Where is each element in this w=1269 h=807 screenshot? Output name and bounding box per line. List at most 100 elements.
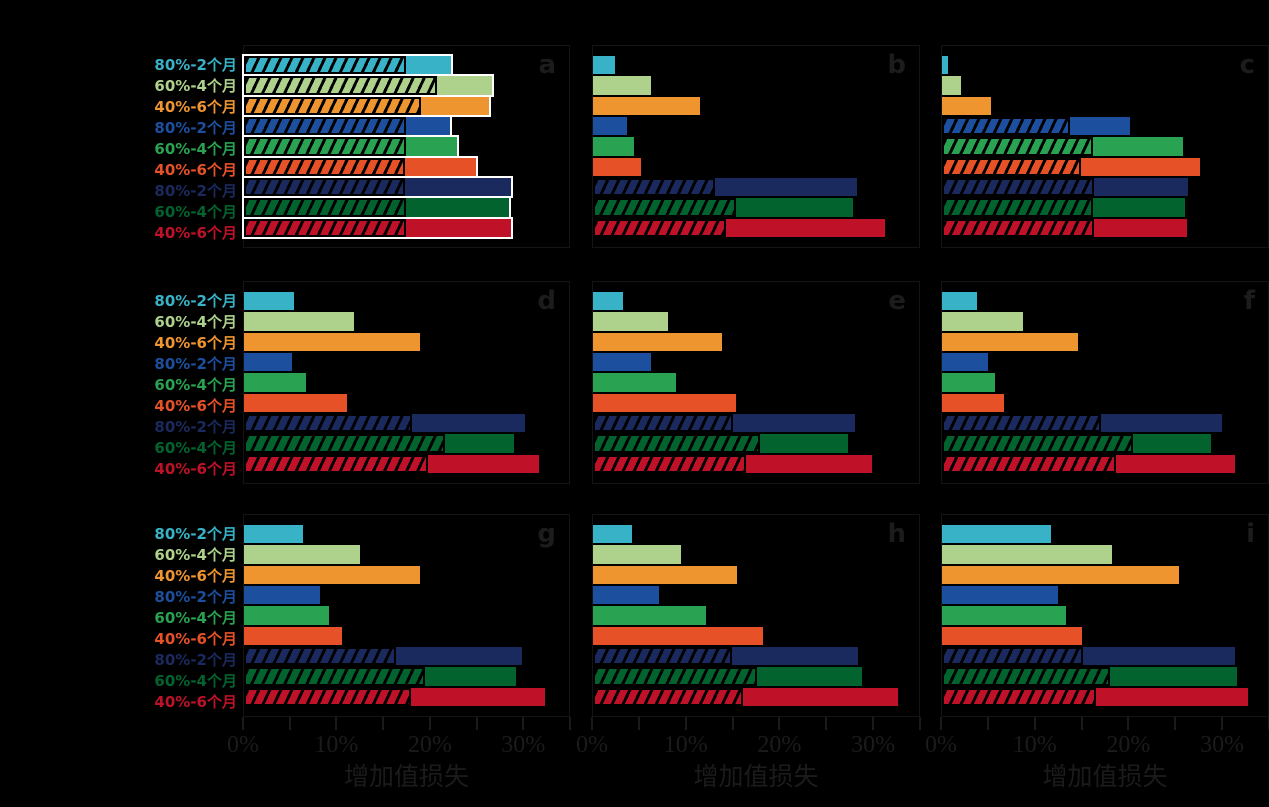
panel-e-bar-5: [593, 373, 676, 392]
panel-d-bar-8: [244, 434, 515, 453]
y-tick-label: 80%-2个月: [154, 418, 237, 436]
hatched-segment: [244, 434, 445, 453]
hatched-segment: [244, 177, 405, 197]
hatched-segment: [942, 157, 1081, 176]
panel-c-bar-2: [942, 76, 961, 95]
bar-row: [244, 96, 569, 116]
panel-i-bar-7: [942, 646, 1236, 666]
bar-row: [593, 197, 919, 217]
panel-h-bar-6: [593, 626, 764, 645]
panel-f-bar-1: [942, 292, 978, 311]
x-tick-mark: [1033, 717, 1036, 730]
y-tick-label: 60%-4个月: [154, 609, 237, 627]
panel-f-bars: [942, 282, 1268, 483]
bar-row: [244, 585, 569, 605]
hatched-segment: [244, 198, 406, 217]
x-axis-col-2: 0% 10% 20% 30% 增加值损失: [576, 717, 921, 807]
hatched-segment: [942, 667, 1110, 686]
bar-row: [942, 352, 1268, 372]
panel-f-bar-9: [942, 454, 1236, 473]
y-axis-labels-row-3: 80%-2个月 60%-4个月 40%-6个月 80%-2个月 60%-4个月 40%-6…: [0, 514, 240, 717]
bar-row: [942, 55, 1268, 75]
bar-row: [942, 433, 1268, 453]
x-tick-label: 20%: [407, 732, 452, 758]
bar-row: [593, 352, 919, 372]
y-tick-label: 40%-6个月: [154, 334, 237, 352]
panel-b-bar-8: [593, 198, 853, 217]
panel-a-bar-3: [244, 96, 490, 115]
panel-a-bars: [244, 46, 569, 247]
panel-letter-i: i: [1246, 519, 1255, 549]
bar-row: [593, 116, 919, 136]
panel-i-bar-3: [942, 565, 1179, 584]
hatched-segment: [244, 454, 428, 473]
panel-d-bar-2: [244, 312, 354, 331]
hatched-segment: [244, 76, 438, 95]
x-axis-col-1: 0% 10% 20% 30% 增加值损失: [227, 717, 571, 807]
bar-row: [593, 291, 919, 311]
y-tick-label: 80%-2个月: [154, 119, 237, 137]
bar-row: [593, 96, 919, 116]
bar-row: [593, 666, 919, 686]
panel-b-bar-9: [593, 218, 885, 237]
panel-c-bar-9: [942, 218, 1187, 237]
x-tick-mark: [872, 717, 875, 730]
panel-g-bar-5: [244, 606, 329, 625]
bar-row: [942, 454, 1268, 474]
panel-g-bar-7: [244, 646, 522, 666]
x-tick-mark: [1221, 717, 1224, 730]
panel-c-bar-7: [942, 177, 1188, 197]
panel-e-bars: [593, 282, 919, 483]
panel-i-bar-6: [942, 626, 1082, 645]
bar-row: [593, 332, 919, 352]
bar-row: [942, 332, 1268, 352]
panel-e-bar-1: [593, 292, 623, 311]
panel-b-bars: [593, 46, 919, 247]
panel-i-bar-1: [942, 525, 1051, 544]
x-tick-label: 10%: [1012, 732, 1057, 758]
bar-row: [244, 291, 569, 311]
bar-row: [593, 55, 919, 75]
bar-row: [244, 413, 569, 433]
x-tick-mark: [475, 717, 478, 730]
panel-h-bar-1: [593, 525, 633, 544]
y-tick-label: 40%-6个月: [154, 224, 237, 242]
bar-row: [942, 136, 1268, 156]
bar-row: [942, 524, 1268, 544]
hatched-segment: [244, 96, 422, 115]
panel-f-bar-5: [942, 373, 996, 392]
panel-a-bar-9: [244, 218, 511, 237]
x-tick-label: 10%: [314, 732, 359, 758]
panel-letter-g: g: [537, 519, 556, 549]
panel-e-bar-9: [593, 454, 873, 473]
hatched-segment: [942, 454, 1117, 473]
bar-row: [942, 157, 1268, 177]
hatched-segment: [942, 646, 1083, 666]
panel-i-bar-8: [942, 667, 1238, 686]
hatched-segment: [593, 454, 746, 473]
x-tick-mark: [637, 717, 640, 730]
bar-row: [244, 55, 569, 75]
bar-row: [244, 197, 569, 217]
y-tick-label: 60%-4个月: [154, 672, 237, 690]
x-axis-title: 增加值损失: [343, 762, 469, 791]
bar-row: [593, 136, 919, 156]
panel-a: a: [243, 45, 570, 248]
y-tick-label: 40%-6个月: [154, 567, 237, 585]
bar-row: [593, 687, 919, 707]
bar-row: [942, 605, 1268, 625]
panel-c-bar-1: [942, 56, 948, 75]
bar-row: [942, 646, 1268, 666]
bar-row: [244, 332, 569, 352]
y-tick-label: 40%-6个月: [154, 693, 237, 711]
hatched-segment: [593, 177, 716, 197]
hatched-segment: [244, 667, 426, 686]
x-tick-mark: [522, 717, 525, 730]
panel-b-bar-6: [593, 157, 642, 176]
y-tick-label: 80%-2个月: [154, 56, 237, 74]
bar-row: [244, 565, 569, 585]
hatched-segment: [593, 687, 743, 706]
hatched-segment: [593, 646, 732, 666]
bar-row: [244, 544, 569, 564]
